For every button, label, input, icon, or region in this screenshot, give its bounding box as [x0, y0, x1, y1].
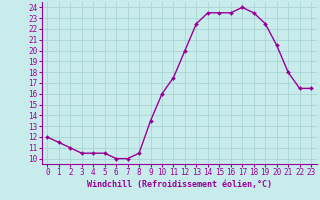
X-axis label: Windchill (Refroidissement éolien,°C): Windchill (Refroidissement éolien,°C): [87, 180, 272, 189]
